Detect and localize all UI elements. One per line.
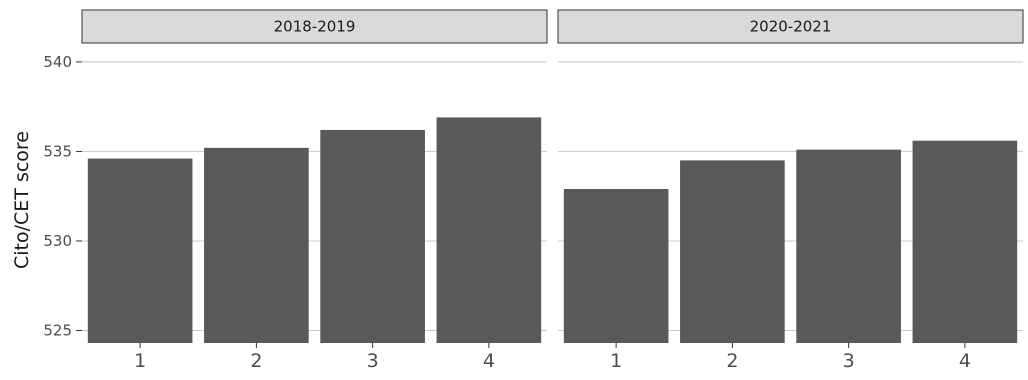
y-tick-label: 530	[43, 232, 72, 250]
x-tick-label: 1	[134, 350, 146, 372]
facet-strip-title: 2018-2019	[274, 18, 356, 36]
y-tick-label: 535	[43, 142, 72, 160]
x-tick-label: 1	[610, 350, 622, 372]
y-tick-label: 540	[43, 53, 72, 71]
facet-strip	[81, 9, 548, 44]
y-tick-label: 525	[43, 321, 72, 339]
bar	[204, 147, 309, 343]
x-tick-label: 2	[250, 350, 262, 372]
x-tick-label: 4	[483, 350, 495, 372]
x-tick-label: 4	[959, 350, 971, 372]
bar	[912, 140, 1018, 343]
bar	[320, 129, 425, 343]
facet-strip	[557, 9, 1024, 44]
x-tick-label: 3	[367, 350, 379, 372]
bar	[680, 160, 785, 343]
bar	[87, 158, 193, 343]
y-axis-title: Cito/CET score	[11, 131, 33, 269]
bar	[436, 117, 542, 343]
facet-strip-title: 2020-2021	[750, 18, 832, 36]
x-tick-label: 2	[726, 350, 738, 372]
bar	[796, 149, 901, 343]
bar	[563, 189, 669, 343]
x-tick-label: 3	[843, 350, 855, 372]
